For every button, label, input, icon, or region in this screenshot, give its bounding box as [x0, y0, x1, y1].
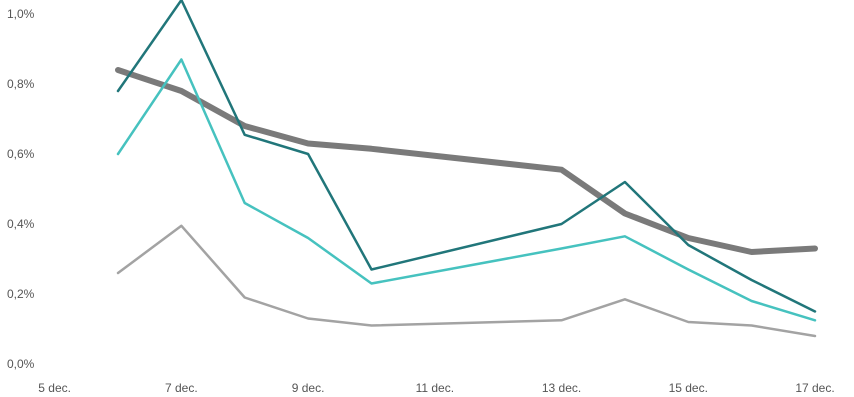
series-line-2	[116, 0, 817, 313]
series-line-3	[116, 58, 817, 322]
y-tick-label: 0,6%	[7, 147, 35, 161]
series-line-1	[115, 67, 818, 255]
y-tick-label: 0,4%	[7, 217, 35, 231]
y-tick-label: 1,0%	[7, 7, 35, 21]
series-line-4	[116, 224, 817, 338]
x-axis: 5 dec. 7 dec. 9 dec. 11 dec. 13 dec. 15 dec. 1…	[38, 381, 834, 395]
x-tick-label: 13 dec.	[542, 381, 581, 395]
x-tick-label: 17 dec.	[795, 381, 834, 395]
x-tick-label: 15 dec.	[669, 381, 708, 395]
x-tick-label: 5 dec.	[38, 381, 71, 395]
y-axis: 0,0% 0,2% 0,4% 0,6% 0,8% 1,0%	[7, 7, 35, 371]
y-tick-label: 0,8%	[7, 77, 35, 91]
y-tick-label: 0,2%	[7, 287, 35, 301]
x-tick-label: 7 dec.	[165, 381, 198, 395]
x-tick-label: 9 dec.	[292, 381, 325, 395]
x-tick-label: 11 dec.	[416, 381, 454, 395]
y-tick-label: 0,0%	[7, 357, 35, 371]
series-group	[115, 0, 818, 338]
